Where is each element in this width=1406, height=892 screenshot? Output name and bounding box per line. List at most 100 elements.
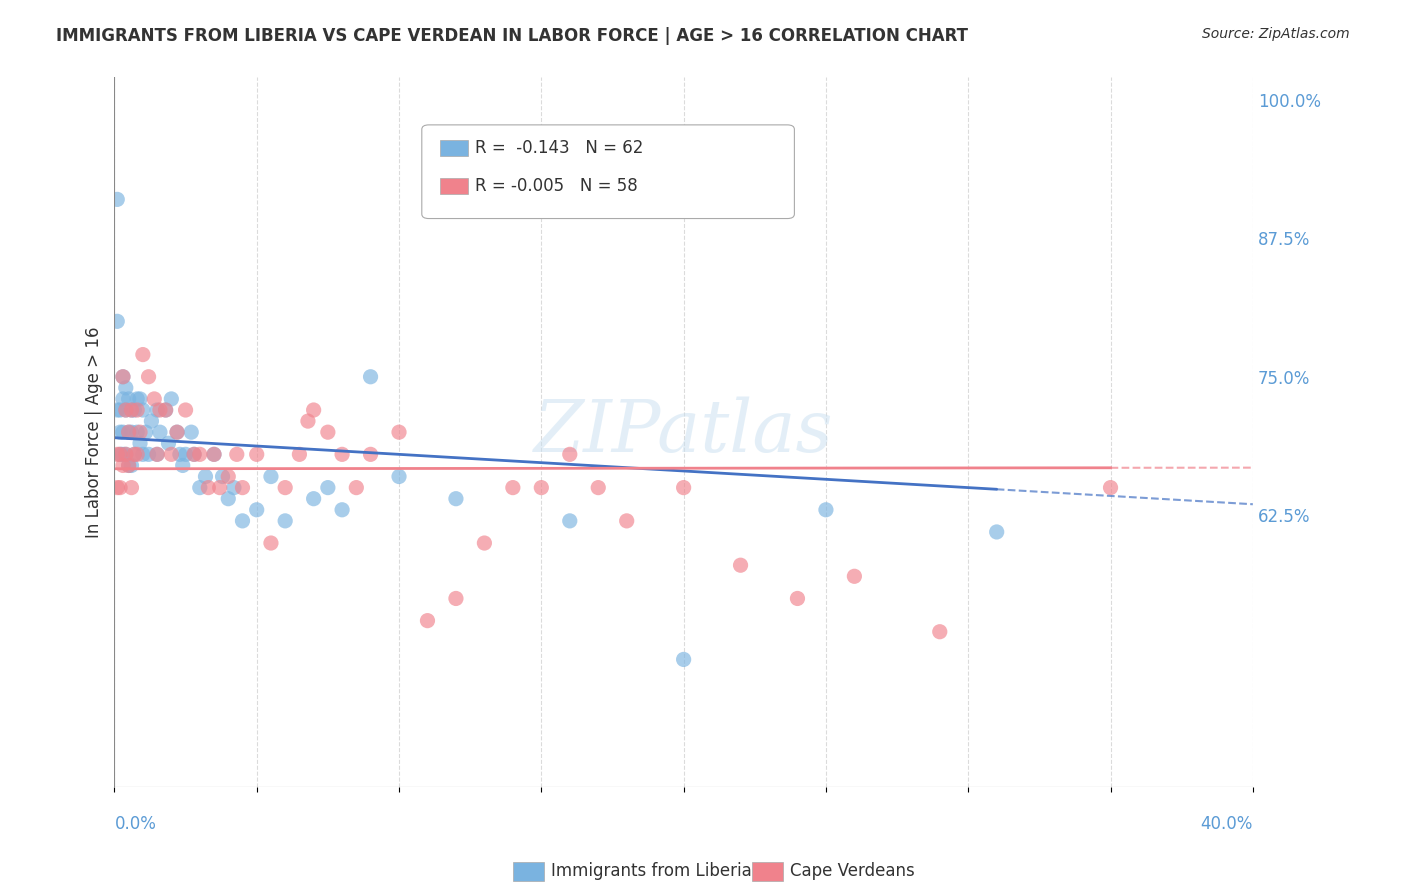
Point — [160, 447, 183, 461]
Point — [108, 403, 131, 417]
Point — [169, 447, 191, 461]
Point — [105, 314, 128, 328]
Point — [132, 348, 155, 362]
Point — [114, 403, 136, 417]
Text: Cape Verdeans: Cape Verdeans — [790, 863, 915, 880]
Point — [105, 193, 128, 207]
Point — [111, 392, 134, 406]
Point — [786, 591, 808, 606]
Point — [127, 425, 149, 440]
Point — [114, 447, 136, 461]
Point — [105, 447, 128, 461]
Point — [225, 447, 247, 461]
Point — [114, 381, 136, 395]
Point — [1099, 481, 1122, 495]
Point — [114, 403, 136, 417]
Text: 40.0%: 40.0% — [1201, 815, 1253, 833]
Point — [928, 624, 950, 639]
Point — [231, 481, 253, 495]
Point — [146, 403, 169, 417]
Y-axis label: In Labor Force | Age > 16: In Labor Force | Age > 16 — [86, 326, 103, 538]
Point — [124, 403, 146, 417]
Point — [183, 447, 205, 461]
Point — [117, 425, 139, 440]
Point — [132, 447, 155, 461]
Text: Immigrants from Liberia: Immigrants from Liberia — [551, 863, 752, 880]
Point — [138, 369, 160, 384]
Point — [360, 447, 382, 461]
Point — [157, 436, 180, 450]
Point — [141, 414, 163, 428]
Point — [121, 403, 143, 417]
Text: Source: ZipAtlas.com: Source: ZipAtlas.com — [1202, 27, 1350, 41]
Point — [360, 369, 382, 384]
Point — [124, 447, 146, 461]
Point — [172, 458, 194, 473]
Point — [197, 481, 219, 495]
Point — [558, 514, 581, 528]
Point — [111, 425, 134, 440]
Point — [117, 458, 139, 473]
Point — [730, 558, 752, 573]
Point — [143, 392, 166, 406]
Point — [121, 403, 143, 417]
Point — [274, 481, 297, 495]
Point — [108, 447, 131, 461]
Point — [672, 652, 695, 666]
Point — [108, 425, 131, 440]
Point — [129, 392, 152, 406]
Point — [416, 614, 439, 628]
Point — [246, 503, 269, 517]
Point — [246, 447, 269, 461]
Point — [188, 481, 211, 495]
Point — [558, 447, 581, 461]
Point — [108, 447, 131, 461]
Point — [586, 481, 609, 495]
Point — [149, 425, 172, 440]
Text: R =  -0.143   N = 62: R = -0.143 N = 62 — [475, 139, 644, 157]
Point — [388, 469, 411, 483]
Point — [302, 491, 325, 506]
Point — [127, 403, 149, 417]
Point — [155, 403, 177, 417]
Point — [127, 447, 149, 461]
Point — [217, 491, 239, 506]
Point — [135, 425, 157, 440]
Point — [222, 481, 245, 495]
Point — [188, 447, 211, 461]
Point — [105, 403, 128, 417]
Point — [138, 447, 160, 461]
Point — [502, 481, 524, 495]
Point — [114, 447, 136, 461]
Point — [121, 481, 143, 495]
Point — [121, 425, 143, 440]
Point — [166, 425, 188, 440]
Point — [146, 447, 169, 461]
Point — [530, 481, 553, 495]
Point — [672, 481, 695, 495]
Point — [474, 536, 496, 550]
Point — [124, 447, 146, 461]
Point — [111, 458, 134, 473]
Point — [330, 447, 353, 461]
Point — [211, 469, 233, 483]
Point — [616, 514, 638, 528]
Point — [297, 414, 319, 428]
Point — [111, 447, 134, 461]
Point — [183, 447, 205, 461]
Point — [844, 569, 866, 583]
Point — [986, 524, 1008, 539]
Point — [146, 447, 169, 461]
Point — [111, 369, 134, 384]
Point — [260, 469, 283, 483]
Text: IMMIGRANTS FROM LIBERIA VS CAPE VERDEAN IN LABOR FORCE | AGE > 16 CORRELATION CH: IMMIGRANTS FROM LIBERIA VS CAPE VERDEAN … — [56, 27, 969, 45]
Point — [202, 447, 225, 461]
Point — [194, 469, 217, 483]
Point — [117, 458, 139, 473]
Point — [174, 403, 197, 417]
Point — [260, 536, 283, 550]
Point — [814, 503, 837, 517]
Point — [202, 447, 225, 461]
Point — [208, 481, 231, 495]
Point — [105, 481, 128, 495]
